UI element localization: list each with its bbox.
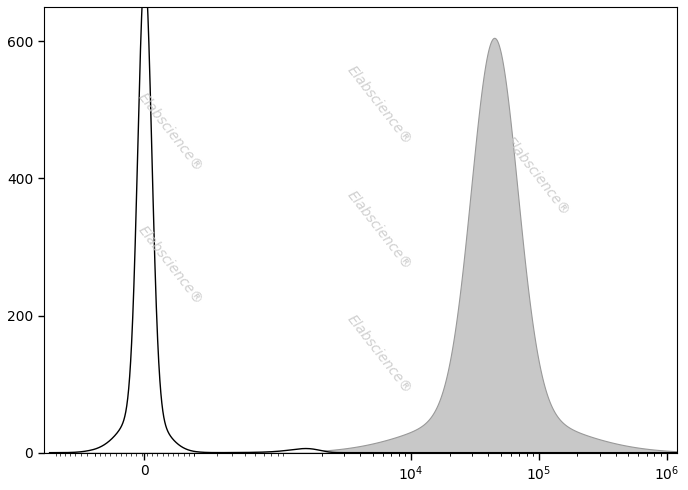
Text: Elabscience®: Elabscience® — [344, 313, 414, 397]
Text: Elabscience®: Elabscience® — [344, 63, 414, 147]
Text: Elabscience®: Elabscience® — [136, 223, 206, 308]
Text: Elabscience®: Elabscience® — [136, 90, 206, 174]
Text: Elabscience®: Elabscience® — [344, 188, 414, 272]
Text: Elabscience®: Elabscience® — [503, 134, 572, 219]
